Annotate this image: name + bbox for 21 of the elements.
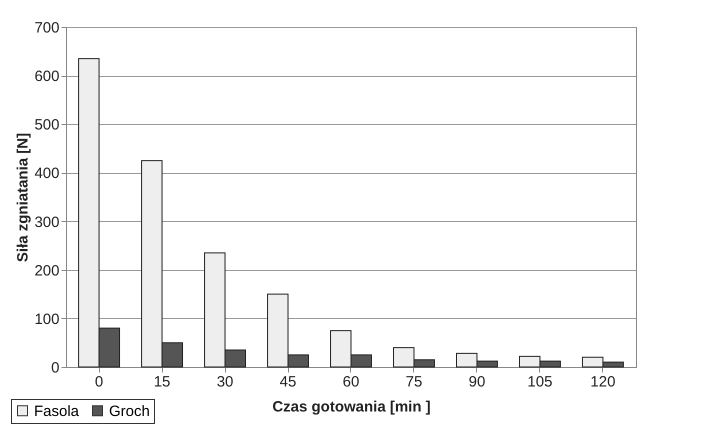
x-tick-label: 45 xyxy=(280,374,296,390)
x-tick-label: 30 xyxy=(216,374,234,390)
y-tick-label: 100 xyxy=(34,310,60,328)
x-tick-label: 15 xyxy=(154,374,170,390)
y-tick-label: 200 xyxy=(34,262,60,280)
y-tick-label: 400 xyxy=(34,165,60,182)
y-tick-label: 700 xyxy=(34,20,60,36)
x-tick-label: 90 xyxy=(468,374,486,390)
x-tick-label: 120 xyxy=(590,374,616,390)
y-tick-label: 600 xyxy=(34,68,60,86)
x-tick-label: 0 xyxy=(94,374,104,390)
x-tick-label: 105 xyxy=(527,374,552,390)
y-tick-label: 0 xyxy=(51,360,60,376)
y-axis-title: Siła zgniatania [N] xyxy=(14,132,32,262)
y-tick-label: 500 xyxy=(34,116,60,134)
x-tick-label: 60 xyxy=(342,374,360,390)
y-tick-label: 300 xyxy=(34,214,60,231)
legend-label: Groch xyxy=(109,402,150,420)
x-axis-title: Czas gotowania [min ] xyxy=(272,398,431,416)
legend-label: Fasola xyxy=(34,402,80,420)
x-tick-label: 75 xyxy=(406,374,422,390)
